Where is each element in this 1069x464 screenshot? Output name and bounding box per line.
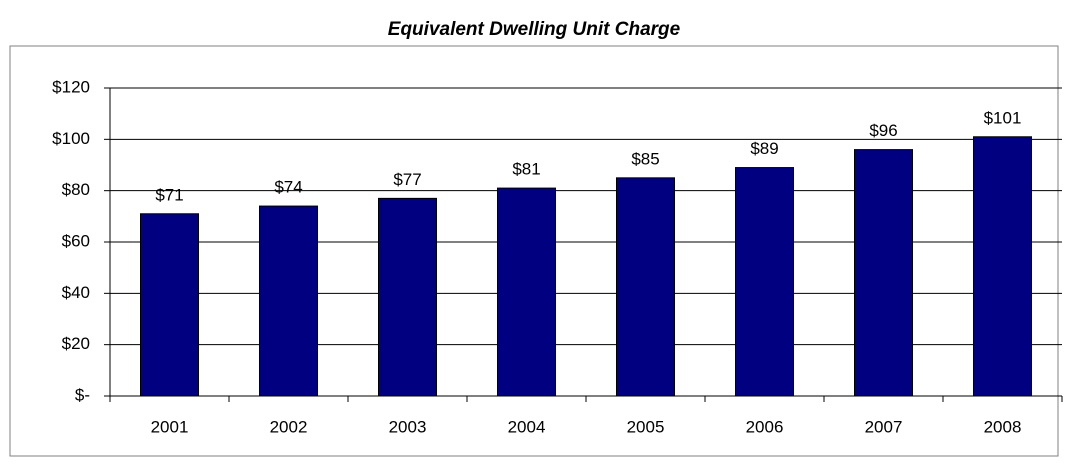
y-tick-label: $100 [52, 129, 90, 148]
x-tick-label: 2001 [151, 417, 189, 436]
data-label: $89 [750, 139, 778, 158]
y-tick-label: $- [75, 385, 90, 404]
bar [140, 213, 199, 397]
bar [735, 167, 794, 397]
data-label: $81 [512, 160, 540, 179]
data-label: $71 [155, 185, 183, 204]
y-tick-label: $120 [52, 77, 90, 96]
x-tick-label: 2003 [389, 417, 427, 436]
x-tick-label: 2004 [508, 417, 546, 436]
x-tick-label: 2005 [627, 417, 665, 436]
x-tick-label: 2006 [746, 417, 784, 436]
chart-title: Equivalent Dwelling Unit Charge [388, 19, 681, 40]
data-label: $77 [393, 170, 421, 189]
x-tick-label: 2008 [984, 417, 1022, 436]
y-tick-label: $40 [62, 283, 90, 302]
y-tick-label: $60 [62, 231, 90, 250]
bar [854, 149, 913, 397]
bar [973, 136, 1032, 397]
bar [497, 187, 556, 397]
x-tick-label: 2002 [270, 417, 308, 436]
y-tick-label: $20 [62, 334, 90, 353]
bar [616, 177, 675, 397]
bar [378, 197, 437, 397]
y-tick-label: $80 [62, 180, 90, 199]
bar [259, 205, 318, 397]
data-label: $85 [631, 149, 659, 168]
data-label: $74 [274, 178, 302, 197]
data-label: $101 [984, 108, 1022, 127]
data-label: $96 [869, 121, 897, 140]
x-tick-label: 2007 [865, 417, 903, 436]
